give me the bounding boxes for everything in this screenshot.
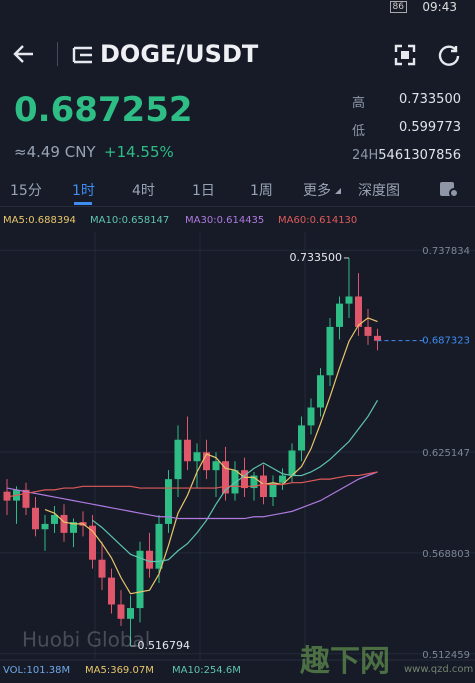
- volume-legend: VOL:101.38M: [3, 665, 70, 676]
- candle-body: [108, 577, 115, 605]
- candle-body: [32, 507, 39, 530]
- divider: [0, 206, 475, 207]
- stat-label: 高: [352, 96, 366, 111]
- candle-body: [174, 439, 182, 480]
- ma-line: [6, 471, 378, 498]
- ma-legend: MA30:0.614435: [185, 215, 264, 226]
- volume-legend: MA5:369.07M: [85, 665, 154, 676]
- status-time: 09:43: [422, 0, 457, 14]
- tab[interactable]: 1时: [72, 183, 95, 199]
- tab[interactable]: 深度图: [358, 183, 400, 199]
- candle-body: [41, 523, 49, 530]
- candle-body: [146, 550, 153, 569]
- candle-body: [355, 296, 362, 327]
- candle-body: [326, 326, 334, 376]
- candle-body: [203, 452, 210, 471]
- candle-body: [51, 514, 58, 524]
- candle-body: [298, 425, 305, 451]
- menu-icon[interactable]: [72, 45, 94, 65]
- candle-body: [155, 523, 163, 569]
- y-tick-label: 0.568803: [422, 549, 470, 560]
- stat-value: 0.733500: [398, 92, 461, 107]
- candle-body: [70, 522, 77, 533]
- chart-watermark: Huobi Global: [22, 628, 150, 652]
- candle-body: [250, 475, 258, 489]
- candle-body: [288, 450, 296, 476]
- change-percent: +14.55%: [104, 143, 174, 161]
- ma-legend: MA5:0.688394: [3, 215, 76, 226]
- y-tick-label: 0.512459: [422, 650, 470, 661]
- candle-body: [336, 303, 343, 327]
- ma-line: [92, 400, 379, 563]
- candle-body: [136, 550, 144, 609]
- status-battery: 86: [389, 1, 407, 13]
- tab[interactable]: 15分: [10, 183, 42, 199]
- site-watermark-url: www.qzd.com: [404, 664, 474, 675]
- candle-body: [317, 375, 324, 408]
- ma-legend: MA60:0.614130: [278, 215, 357, 226]
- candle-body: [22, 489, 30, 508]
- ma-legend: MA10:0.658147: [90, 215, 169, 226]
- last-price-label: 0.687323: [422, 336, 470, 347]
- stat-value: 5461307856: [378, 148, 461, 163]
- stat-label: 24H: [352, 148, 379, 163]
- low-annotation: 0.516794: [138, 639, 191, 652]
- candle-body: [212, 461, 220, 471]
- cny-price: ≈4.49 CNY: [14, 143, 96, 161]
- high-annotation: 0.733500: [290, 251, 343, 264]
- candle-body: [269, 482, 277, 498]
- tab[interactable]: 更多: [303, 183, 331, 199]
- candle-body: [3, 491, 11, 501]
- ma-line: [6, 471, 378, 520]
- candle-body: [231, 470, 239, 494]
- candle-body: [184, 439, 191, 462]
- tab[interactable]: 1周: [250, 183, 273, 199]
- candle-body: [345, 296, 353, 304]
- tab-underline: [74, 202, 92, 205]
- candle-body: [307, 407, 315, 426]
- back-button[interactable]: [12, 42, 36, 66]
- y-tick-label: 0.625147: [422, 448, 470, 459]
- settings-icon[interactable]: [438, 178, 460, 198]
- candle-body: [89, 525, 96, 560]
- divider: [57, 42, 58, 66]
- volume-legend: MA10:254.6M: [172, 665, 241, 676]
- candle-body: [279, 475, 286, 483]
- candle-body: [374, 335, 381, 341]
- candle-body: [117, 604, 125, 619]
- ma-line: [44, 317, 378, 595]
- candle-body: [260, 475, 267, 498]
- candle-body: [222, 461, 229, 494]
- dropdown-caret: [335, 188, 341, 194]
- candle-body: [193, 452, 201, 462]
- tab[interactable]: 1日: [192, 183, 215, 199]
- candle-body: [127, 608, 134, 619]
- tab[interactable]: 4时: [132, 183, 155, 199]
- candle-body: [98, 559, 106, 578]
- last-price: 0.687252: [14, 90, 193, 130]
- candle-body: [165, 479, 172, 524]
- y-tick-label: 0.737834: [422, 246, 470, 257]
- site-watermark: 趣下网: [300, 644, 390, 679]
- candle-body: [241, 470, 248, 489]
- candle-body: [60, 514, 68, 533]
- pair-title[interactable]: DOGE/USDT: [100, 40, 259, 68]
- refresh-icon[interactable]: [438, 44, 460, 66]
- stat-label: 低: [352, 124, 366, 139]
- candle-body: [364, 326, 372, 336]
- scan-icon[interactable]: [394, 44, 416, 66]
- stat-value: 0.599773: [398, 120, 461, 135]
